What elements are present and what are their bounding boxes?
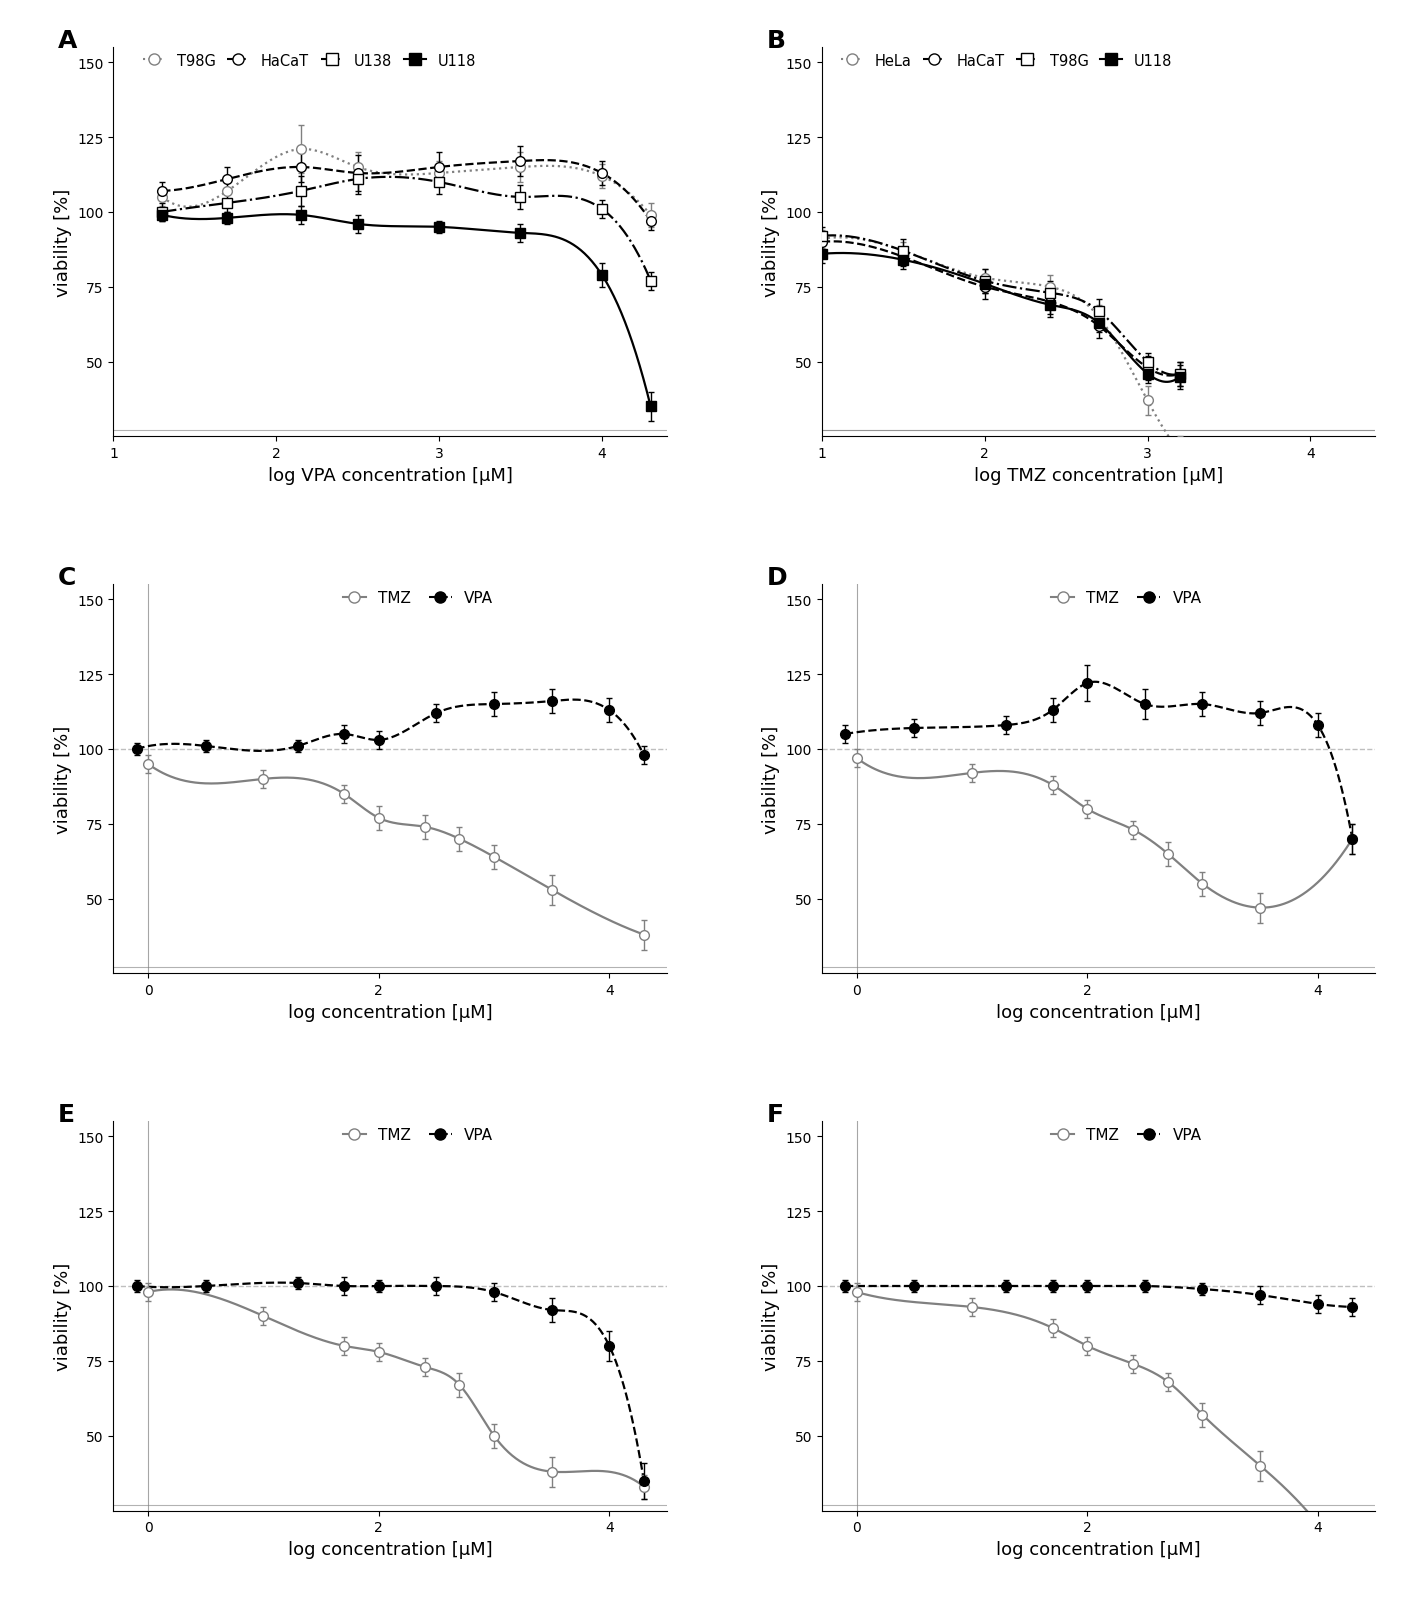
X-axis label: log concentration [μM]: log concentration [μM] — [288, 1540, 492, 1557]
X-axis label: log concentration [μM]: log concentration [μM] — [997, 1003, 1201, 1020]
Y-axis label: viability [%]: viability [%] — [763, 188, 780, 297]
Y-axis label: viability [%]: viability [%] — [763, 725, 780, 834]
Y-axis label: viability [%]: viability [%] — [54, 725, 72, 834]
Y-axis label: viability [%]: viability [%] — [763, 1261, 780, 1371]
Legend: TMZ, VPA: TMZ, VPA — [1045, 585, 1208, 612]
X-axis label: log VPA concentration [μM]: log VPA concentration [μM] — [268, 466, 513, 484]
X-axis label: log concentration [μM]: log concentration [μM] — [997, 1540, 1201, 1557]
Text: F: F — [767, 1102, 784, 1127]
Legend: TMZ, VPA: TMZ, VPA — [336, 1122, 499, 1149]
Legend: T98G, HaCaT, U138, U118: T98G, HaCaT, U138, U118 — [138, 48, 482, 74]
Text: A: A — [58, 29, 78, 53]
Text: E: E — [58, 1102, 75, 1127]
Text: C: C — [58, 566, 77, 590]
Legend: HeLa, HaCaT, T98G, U118: HeLa, HaCaT, T98G, U118 — [835, 48, 1178, 74]
Legend: TMZ, VPA: TMZ, VPA — [1045, 1122, 1208, 1149]
X-axis label: log concentration [μM]: log concentration [μM] — [288, 1003, 492, 1020]
Text: B: B — [767, 29, 786, 53]
Legend: TMZ, VPA: TMZ, VPA — [336, 585, 499, 612]
Text: D: D — [767, 566, 787, 590]
X-axis label: log TMZ concentration [μM]: log TMZ concentration [μM] — [974, 466, 1224, 484]
Y-axis label: viability [%]: viability [%] — [54, 1261, 72, 1371]
Y-axis label: viability [%]: viability [%] — [54, 188, 72, 297]
